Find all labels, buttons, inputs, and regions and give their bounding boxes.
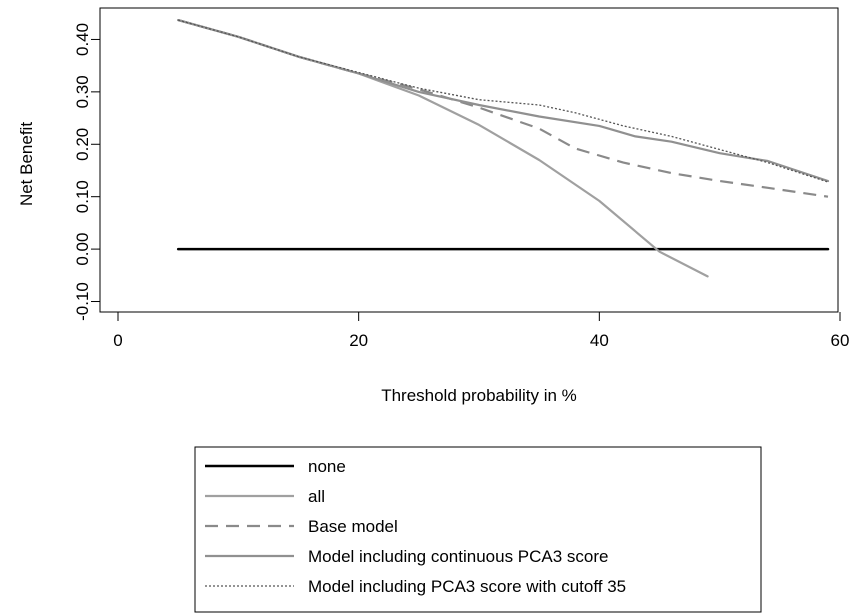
series-layer <box>176 19 830 278</box>
legend-item: Model including PCA3 score with cutoff 3… <box>205 577 626 596</box>
series-line-2 <box>177 19 709 278</box>
legend-label: Base model <box>308 517 398 536</box>
legend-items: none all Base model Model including continu… <box>205 457 626 596</box>
legend-label: none <box>308 457 346 476</box>
x-tick-label: 40 <box>590 331 609 350</box>
legend-item: Base model <box>205 517 398 536</box>
x-axis-title: Threshold probability in % <box>381 386 577 405</box>
legend-label: Model including continuous PCA3 score <box>308 547 609 566</box>
legend-item: Model including continuous PCA3 score <box>205 547 609 566</box>
x-tick-label: 0 <box>113 331 122 350</box>
plot-frame <box>99 7 839 313</box>
plot-area <box>99 7 839 313</box>
legend-box <box>194 446 762 613</box>
series-line-5 <box>178 19 829 183</box>
y-tick-label: 0.30 <box>73 75 92 108</box>
legend-item: all <box>205 487 325 506</box>
y-tick-label: -0.10 <box>73 282 92 321</box>
axes: 0 20 40 60 -0.10 0.00 0.10 0.20 0.30 0.40 Thresh… <box>17 8 849 405</box>
x-ticks: 0 20 40 60 <box>113 312 849 350</box>
x-tick-label: 60 <box>831 331 850 350</box>
series-line-3 <box>177 19 829 198</box>
y-ticks: -0.10 0.00 0.10 0.20 0.30 0.40 <box>73 23 100 321</box>
legend: none all Base model Model including continu… <box>194 446 762 613</box>
x-tick-label: 20 <box>349 331 368 350</box>
legend-label: Model including PCA3 score with cutoff 3… <box>308 577 626 596</box>
y-axis-title: Net Benefit <box>17 122 36 206</box>
y-tick-label: 0.40 <box>73 23 92 56</box>
legend-label: all <box>308 487 325 506</box>
series-line-4 <box>177 19 830 183</box>
y-tick-label: 0.00 <box>73 233 92 266</box>
y-tick-label: 0.20 <box>73 128 92 161</box>
y-tick-label: 0.10 <box>73 180 92 213</box>
legend-item: none <box>205 457 346 476</box>
